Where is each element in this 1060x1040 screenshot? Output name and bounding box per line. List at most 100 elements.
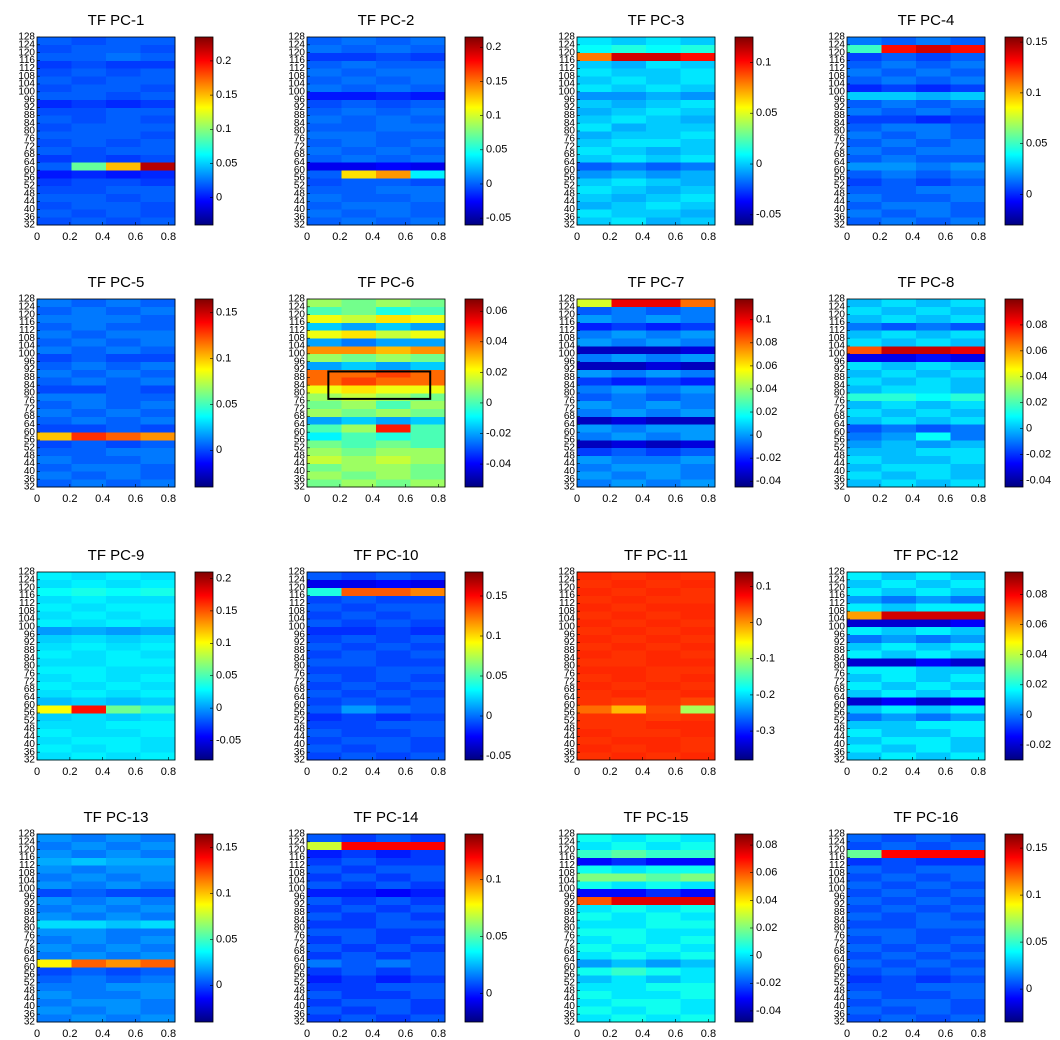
heat-cell: [72, 643, 107, 651]
heat-cell: [646, 115, 681, 123]
heat-cell: [411, 936, 446, 944]
heat-cell: [342, 440, 377, 448]
heat-cell: [681, 928, 716, 936]
x-tick-label: 0: [304, 1028, 310, 1040]
heat-cell: [612, 697, 647, 705]
heat-cell: [847, 705, 882, 713]
heat-cell: [411, 912, 446, 920]
heat-cell: [951, 627, 986, 635]
heat-cell: [72, 330, 107, 338]
heat-cell: [376, 440, 411, 448]
heat-cell: [612, 346, 647, 354]
heat-cell: [681, 650, 716, 658]
heat-cell: [342, 967, 377, 975]
heat-cell: [612, 448, 647, 456]
heat-cell: [72, 323, 107, 331]
heat-cell: [106, 912, 141, 920]
heat-cell: [411, 202, 446, 210]
heat-cell: [882, 737, 917, 745]
heat-cell: [577, 619, 612, 627]
x-tick-label: 0: [304, 766, 310, 778]
heat-cell: [106, 690, 141, 698]
colorbar-tick-label: 0.1: [756, 56, 771, 68]
heat-cell: [882, 315, 917, 323]
heat-cell: [411, 611, 446, 619]
heat-cell: [612, 92, 647, 100]
heat-cell: [882, 385, 917, 393]
heat-cell: [376, 299, 411, 307]
x-tick-label: 0.2: [62, 231, 77, 243]
heat-cell: [916, 650, 951, 658]
heat-cell: [681, 123, 716, 131]
heat-cell: [37, 178, 72, 186]
heat-cell: [37, 61, 72, 69]
heat-cell: [141, 370, 176, 378]
heat-cell: [376, 842, 411, 850]
heat-cell: [612, 178, 647, 186]
colorbar-tick-label: -0.1: [756, 653, 775, 665]
heat-cell: [847, 897, 882, 905]
heat-cell: [37, 858, 72, 866]
heat-cell: [376, 131, 411, 139]
heat-cell: [882, 983, 917, 991]
heat-cell: [916, 834, 951, 842]
heat-cell: [411, 432, 446, 440]
heat-cell: [411, 983, 446, 991]
heat-cell: [342, 697, 377, 705]
heat-cell: [577, 471, 612, 479]
heat-cell: [342, 162, 377, 170]
heat-cell: [612, 84, 647, 92]
heat-cell: [307, 147, 342, 155]
heat-cell: [106, 842, 141, 850]
heat-cell: [307, 873, 342, 881]
x-tick-label: 0: [34, 231, 40, 243]
heat-cell: [106, 53, 141, 61]
heat-cell: [342, 123, 377, 131]
heat-cell: [72, 944, 107, 952]
heat-cell: [72, 194, 107, 202]
heat-cell: [37, 729, 72, 737]
x-tick-label: 0.4: [95, 1028, 110, 1040]
heat-cell: [106, 61, 141, 69]
heat-cell: [577, 409, 612, 417]
heat-cell: [612, 721, 647, 729]
heat-cell: [37, 936, 72, 944]
heat-cell: [882, 338, 917, 346]
heat-cell: [376, 905, 411, 913]
heat-cell: [612, 68, 647, 76]
heat-cell: [577, 580, 612, 588]
heat-cell: [847, 690, 882, 698]
heat-cell: [307, 68, 342, 76]
heat-cell: [577, 217, 612, 225]
heat-cell: [646, 873, 681, 881]
heat-cell: [37, 68, 72, 76]
heat-cell: [916, 338, 951, 346]
heat-cell: [72, 697, 107, 705]
heat-cell: [106, 155, 141, 163]
heat-cell: [916, 580, 951, 588]
heat-cell: [376, 84, 411, 92]
heat-cell: [646, 362, 681, 370]
chart-title: TF PC-1: [88, 12, 145, 29]
heat-cell: [72, 385, 107, 393]
heat-cell: [951, 897, 986, 905]
heat-cell: [37, 370, 72, 378]
heat-cell: [307, 162, 342, 170]
heat-cell: [307, 643, 342, 651]
heat-cell: [577, 944, 612, 952]
heat-cell: [307, 721, 342, 729]
heat-cell: [106, 881, 141, 889]
heat-cell: [612, 912, 647, 920]
heat-cell: [106, 178, 141, 186]
heat-cell: [141, 100, 176, 108]
heat-cell: [681, 603, 716, 611]
heat-cell: [882, 682, 917, 690]
heat-cell: [411, 752, 446, 760]
colorbar-tick-label: -0.02: [486, 427, 511, 439]
heat-cell: [307, 202, 342, 210]
heat-cell: [916, 952, 951, 960]
heat-cell: [106, 68, 141, 76]
heat-cell: [411, 596, 446, 604]
heat-cell: [376, 346, 411, 354]
heat-cell: [882, 440, 917, 448]
